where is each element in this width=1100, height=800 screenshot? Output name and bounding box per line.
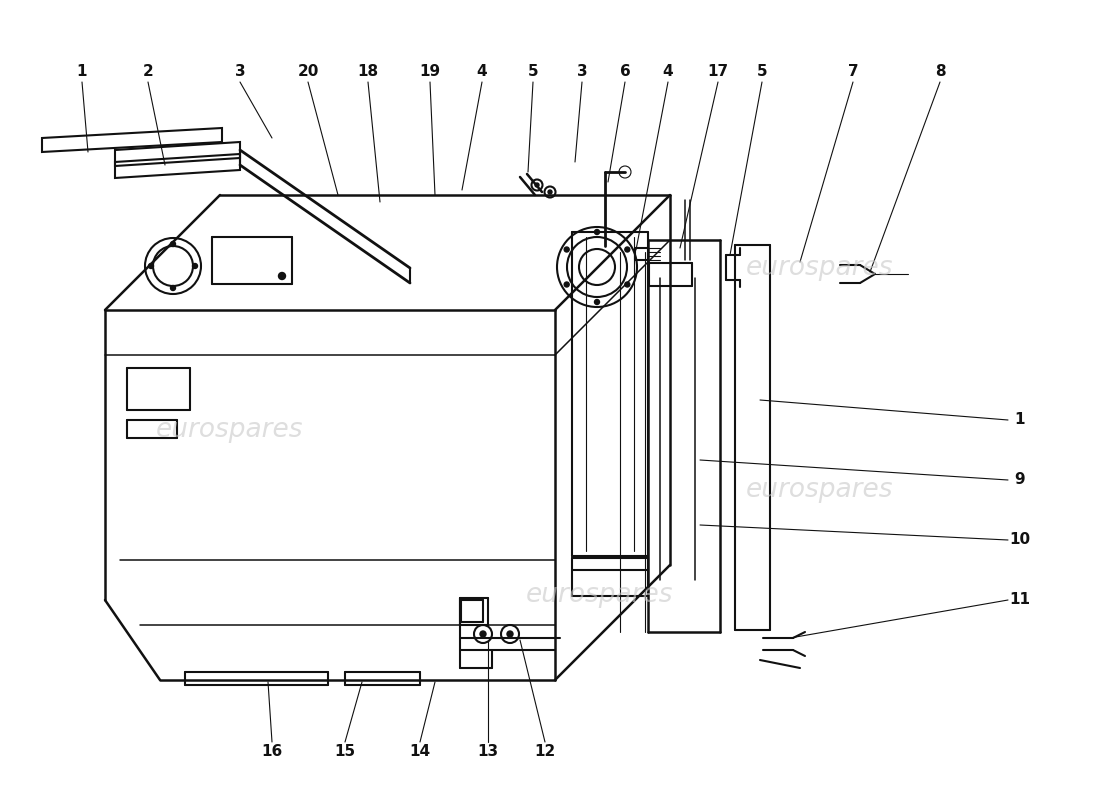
Circle shape bbox=[480, 631, 486, 637]
Text: 3: 3 bbox=[234, 65, 245, 79]
Text: 19: 19 bbox=[419, 65, 441, 79]
Text: 18: 18 bbox=[358, 65, 378, 79]
Text: 10: 10 bbox=[1010, 533, 1031, 547]
Circle shape bbox=[278, 273, 286, 279]
Circle shape bbox=[594, 230, 600, 234]
Text: 9: 9 bbox=[1014, 473, 1025, 487]
Circle shape bbox=[507, 631, 513, 637]
Text: 16: 16 bbox=[262, 745, 283, 759]
Circle shape bbox=[564, 282, 569, 287]
Circle shape bbox=[625, 247, 630, 252]
Circle shape bbox=[548, 190, 552, 194]
Text: 4: 4 bbox=[476, 65, 487, 79]
Text: 14: 14 bbox=[409, 745, 430, 759]
Text: 15: 15 bbox=[334, 745, 355, 759]
Text: 3: 3 bbox=[576, 65, 587, 79]
Text: 13: 13 bbox=[477, 745, 498, 759]
Text: eurospares: eurospares bbox=[746, 255, 893, 281]
Circle shape bbox=[625, 282, 630, 287]
Circle shape bbox=[148, 263, 154, 269]
Text: 5: 5 bbox=[528, 65, 538, 79]
Circle shape bbox=[594, 299, 600, 305]
Circle shape bbox=[170, 286, 176, 290]
Text: 6: 6 bbox=[619, 65, 630, 79]
Circle shape bbox=[535, 183, 539, 187]
Text: 1: 1 bbox=[77, 65, 87, 79]
Circle shape bbox=[564, 247, 569, 252]
Text: eurospares: eurospares bbox=[156, 417, 304, 443]
Text: eurospares: eurospares bbox=[746, 477, 893, 503]
Text: 5: 5 bbox=[757, 65, 768, 79]
Text: eurospares: eurospares bbox=[526, 582, 673, 608]
Text: 20: 20 bbox=[297, 65, 319, 79]
Circle shape bbox=[170, 242, 176, 246]
Text: 8: 8 bbox=[935, 65, 945, 79]
Text: 4: 4 bbox=[662, 65, 673, 79]
Text: 17: 17 bbox=[707, 65, 728, 79]
Text: 7: 7 bbox=[848, 65, 858, 79]
Circle shape bbox=[192, 263, 198, 269]
Text: 11: 11 bbox=[1010, 593, 1031, 607]
Text: 12: 12 bbox=[535, 745, 556, 759]
Text: 1: 1 bbox=[1014, 413, 1025, 427]
Text: 2: 2 bbox=[143, 65, 153, 79]
